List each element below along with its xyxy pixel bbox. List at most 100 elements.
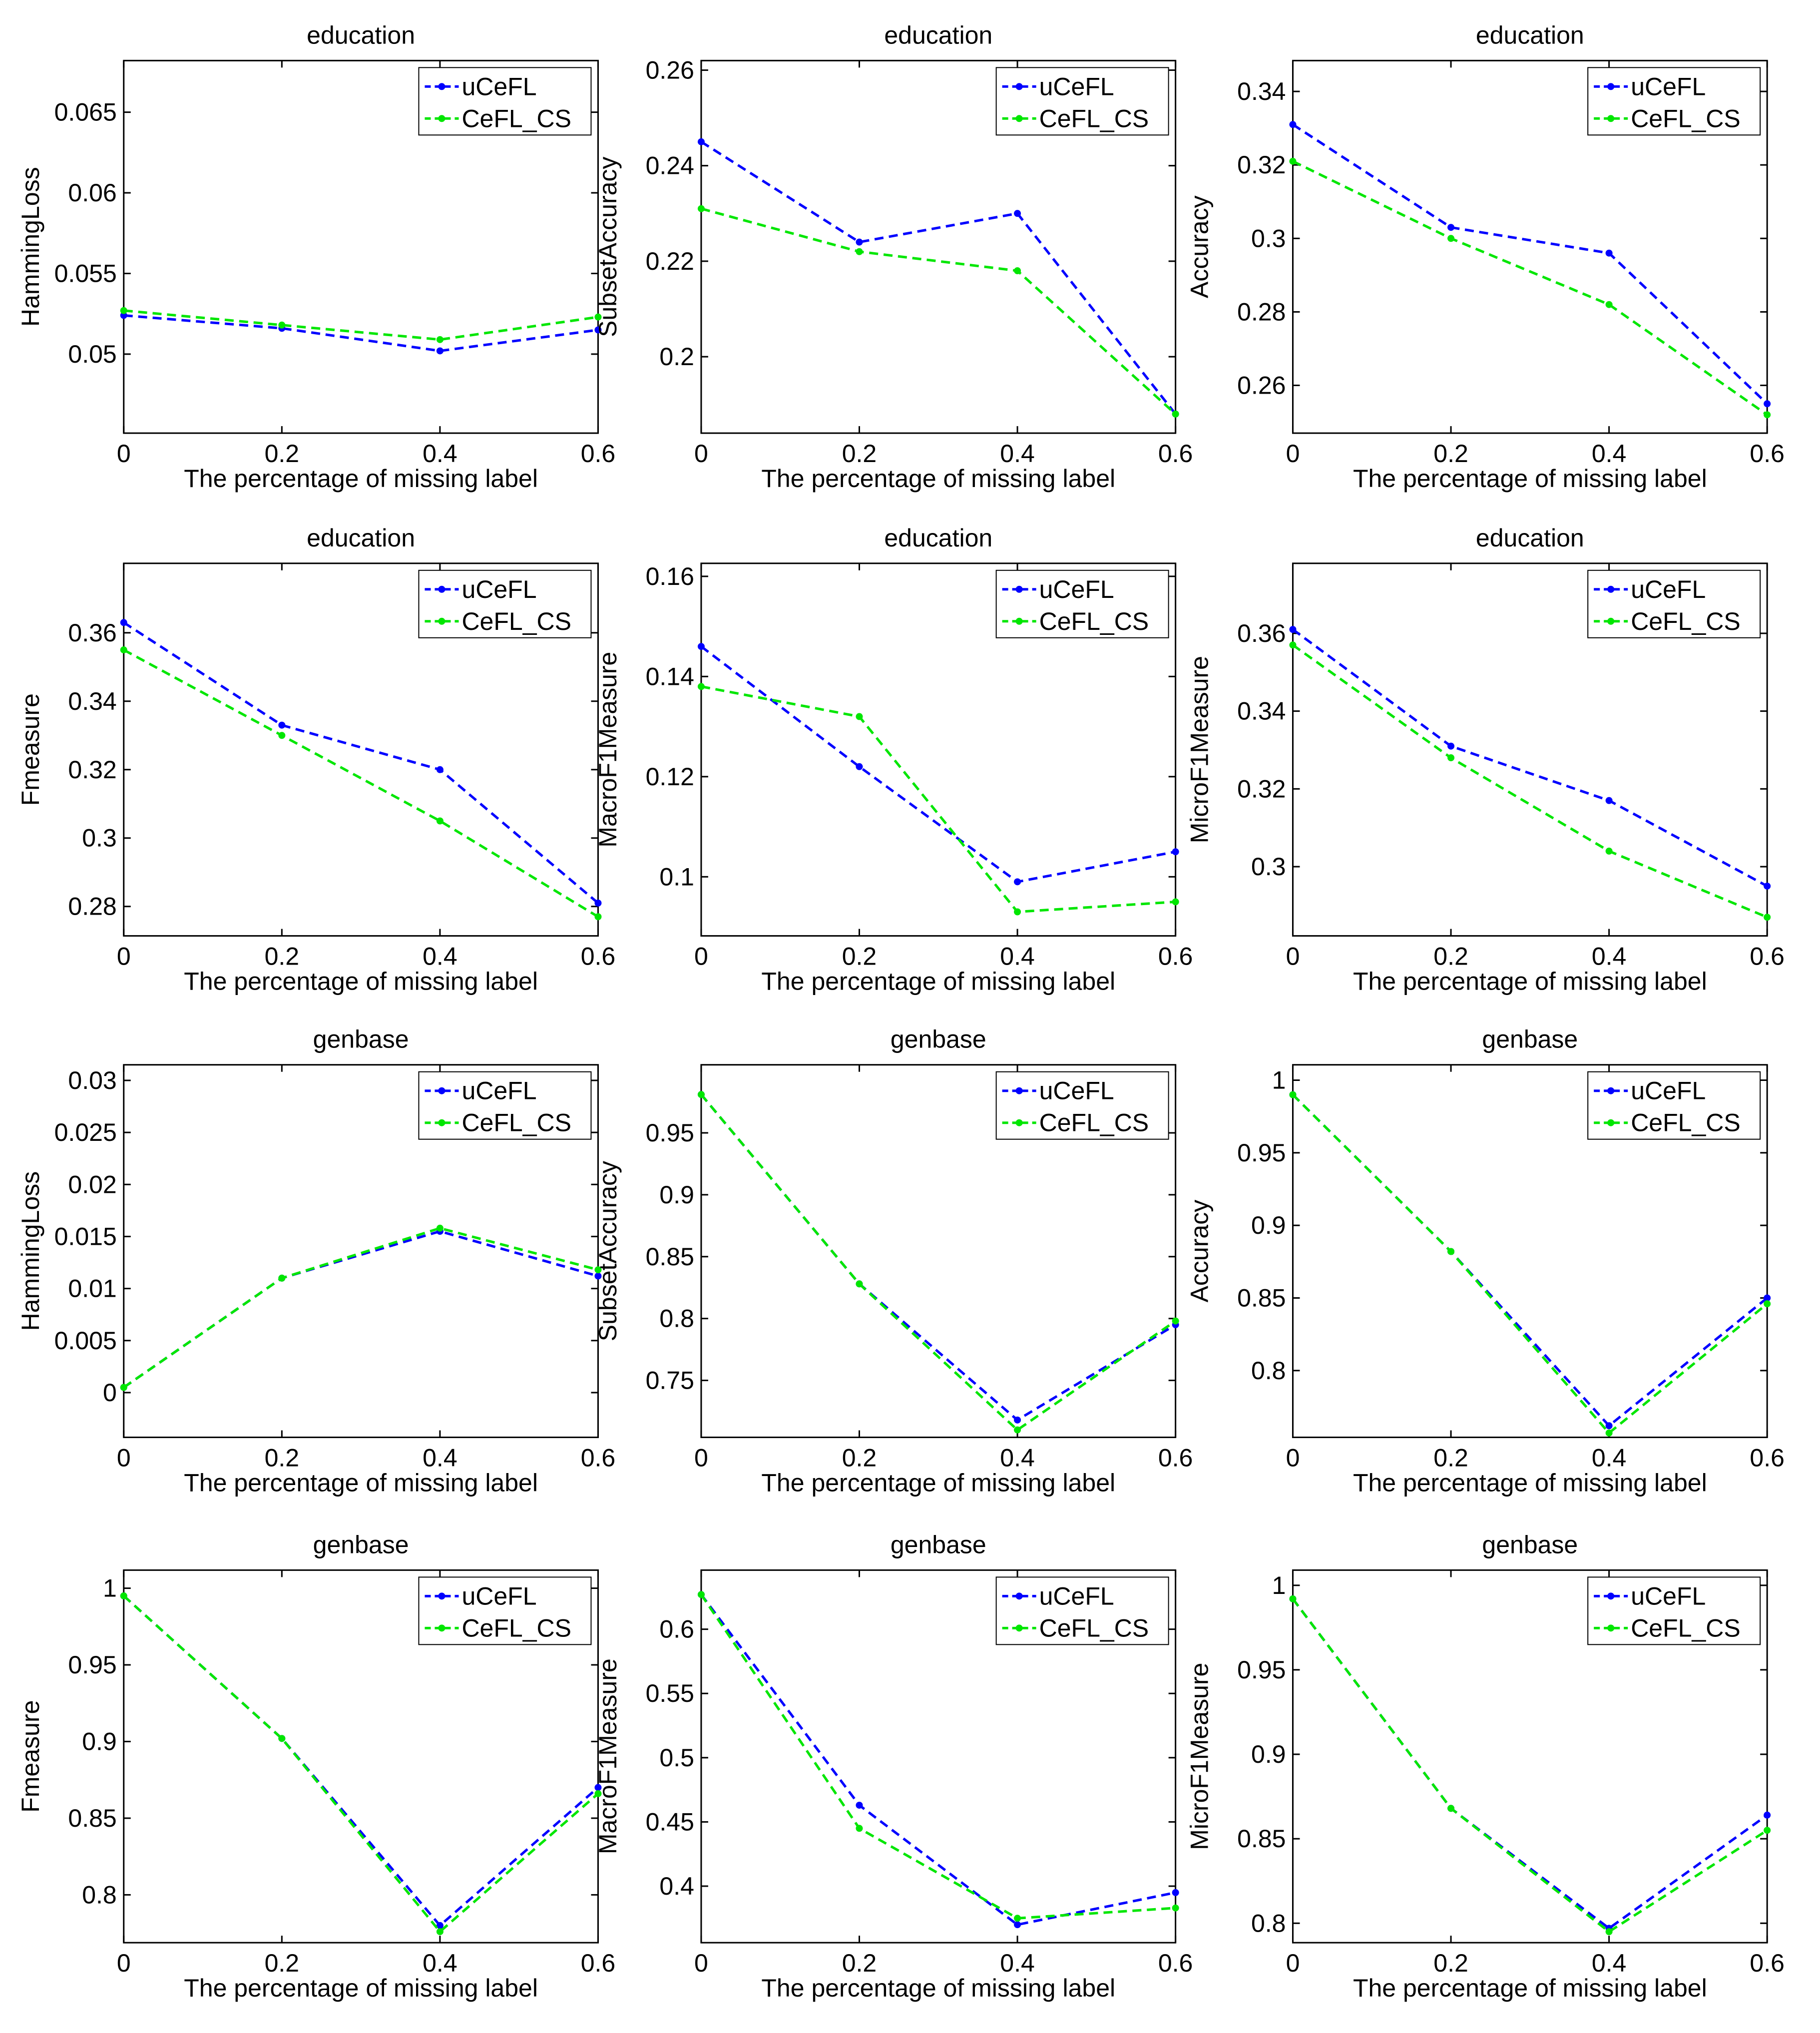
data-point [1014,210,1021,217]
data-point [856,248,863,255]
x-tick-label: 0.6 [581,1949,616,1977]
chart-title: genbase [313,1025,409,1053]
x-tick-label: 0.4 [423,1444,457,1472]
legend-marker [438,1624,446,1632]
x-tick-label: 0.6 [581,1444,616,1472]
series-line [700,1593,1176,1920]
panel: education The percentage of missing label… [594,21,1193,493]
data-point [1764,914,1771,921]
legend-label: CeFL_CS [461,607,571,635]
legend-label: CeFL_CS [461,1614,571,1642]
y-tick-label: 0.32 [68,756,116,784]
y-tick-label: 0.28 [1237,298,1286,326]
data-point [1605,301,1613,308]
series-line [1292,160,1768,416]
y-tick-label: 0.75 [646,1367,694,1395]
y-tick-label: 0.34 [1237,77,1286,105]
x-tick-label: 0 [117,1444,131,1472]
series-line [1292,1093,1768,1428]
legend-marker [438,115,446,122]
legend-marker [438,617,446,625]
chart-title: education [1476,524,1584,552]
data-point [594,1784,602,1791]
data-point [594,1272,602,1280]
y-tick-label: 0.26 [1237,372,1286,400]
series-line [123,314,598,352]
data-point [1289,157,1297,165]
x-tick-label: 0.6 [1158,943,1193,971]
series-line [123,309,598,341]
y-tick-label: 0.85 [1237,1284,1286,1312]
series-line [123,1230,599,1389]
x-tick-label: 0.6 [1750,440,1785,468]
plot-area [1292,562,1768,937]
legend-marker [438,1119,446,1126]
legend-marker [1607,115,1615,122]
data-point [1447,754,1455,762]
y-tick-label: 0.065 [54,98,117,126]
data-point [278,321,286,329]
data-point [594,313,602,321]
legend-box [1587,569,1761,638]
x-tick-label: 0.2 [842,440,877,468]
series-line [123,621,599,904]
y-tick-label: 0.055 [54,259,117,287]
y-tick-label: 0.3 [1251,224,1286,252]
y-tick-label: 0.8 [1251,1357,1286,1385]
x-tick-label: 0 [1286,1949,1300,1977]
chart-title: education [307,21,415,49]
legend-label: CeFL_CS [1631,1614,1741,1642]
data-point [1764,400,1771,408]
data-point [436,336,444,343]
x-tick-label: 0.6 [1750,1444,1785,1472]
x-tick-label: 0.4 [1000,440,1035,468]
panel: genbase The percentage of missing label Ac… [1185,1025,1784,1497]
y-tick-label: 0.3 [82,824,117,852]
y-tick-label: 0.36 [68,619,116,647]
y-tick-label: 1 [1272,1571,1286,1599]
x-tick-label: 0.6 [1158,1444,1193,1472]
series-line [1292,123,1768,405]
x-tick-label: 0.6 [1750,1949,1785,1977]
y-tick-label: 0.8 [82,1881,117,1909]
legend-label: CeFL_CS [1039,1109,1149,1137]
data-point [1605,797,1613,804]
data-point [1172,1904,1179,1912]
chart-title: education [884,524,992,552]
x-tick-label: 0 [694,440,708,468]
series-line [1292,628,1768,888]
x-tick-label: 0 [117,943,131,971]
x-tick-label: 0 [694,943,708,971]
data-point [1172,410,1179,418]
series-line [123,1227,599,1389]
data-point [1014,1416,1021,1424]
legend-box [1587,1576,1761,1645]
x-tick-label: 0.4 [1000,1444,1035,1472]
data-point [120,307,127,314]
data-point [594,913,602,921]
y-tick-label: 0.36 [1237,619,1286,647]
legend-marker [438,1087,446,1094]
y-tick-label: 0.06 [68,179,116,207]
y-tick-label: 0.02 [68,1170,116,1198]
y-tick-label: 0.95 [1237,1656,1286,1684]
y-tick-label: 0.55 [646,1679,694,1707]
series-line [700,140,1177,415]
data-point [856,238,863,246]
data-point [1289,121,1297,128]
legend-label: CeFL_CS [1631,104,1741,132]
data-point [856,1280,863,1288]
legend-marker [1015,585,1023,593]
x-tick-label: 0 [1286,943,1300,971]
data-point [278,1274,286,1282]
data-point [120,1592,127,1599]
panel: education The percentage of missing label… [1185,21,1784,493]
y-tick-label: 0.95 [68,1651,116,1679]
data-point [278,1735,286,1742]
legend-marker [1015,1592,1023,1600]
y-tick-label: 0.3 [1251,853,1286,881]
legend-box [418,1071,592,1140]
data-point [594,1790,602,1797]
x-tick-label: 0 [117,440,131,468]
